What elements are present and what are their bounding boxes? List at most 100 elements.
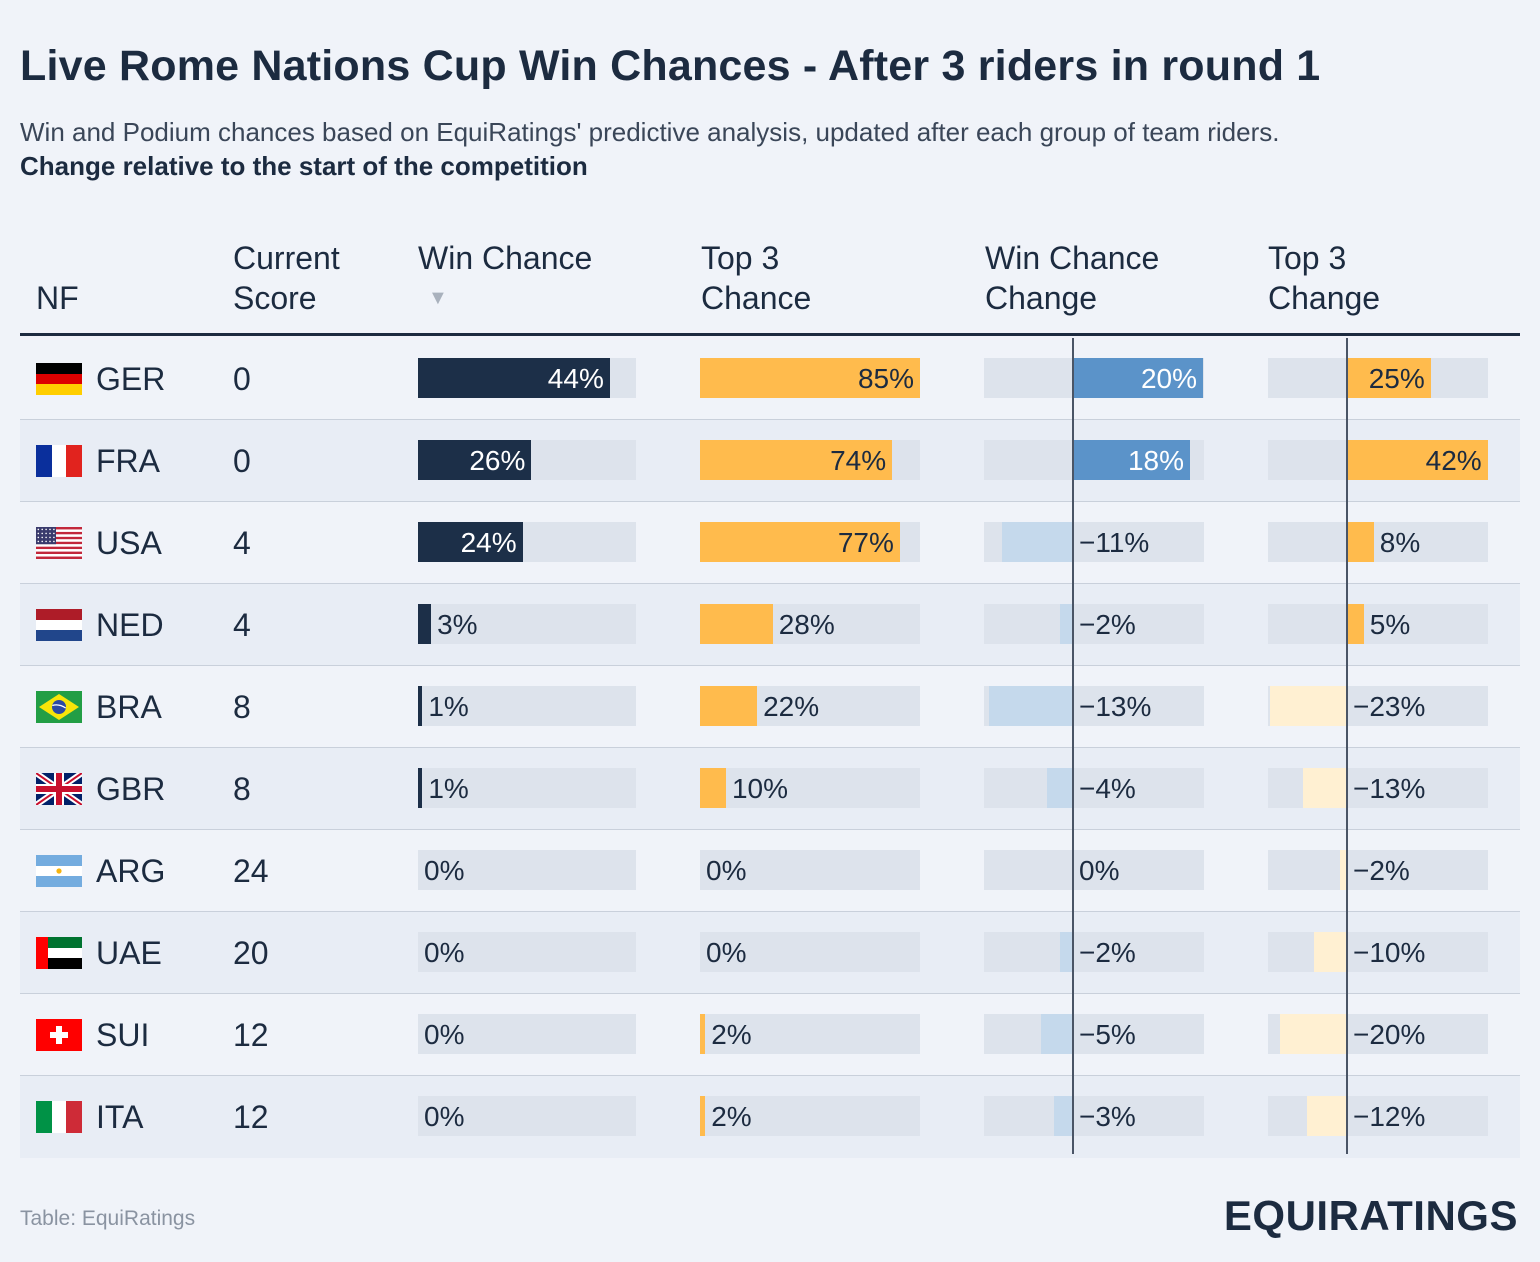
win-chance-bar: [418, 768, 423, 808]
win-chance-change-track: −5%: [984, 1014, 1204, 1054]
header-top3-chance-line1: Top 3: [701, 240, 780, 276]
header-top3-chance[interactable]: Top 3 Chance: [701, 238, 811, 318]
top3-change-label: 8%: [1379, 527, 1421, 558]
germany-flag: [36, 363, 82, 395]
top3-chance-label: 28%: [778, 609, 835, 640]
win-chance-change-label: 0%: [1079, 855, 1120, 886]
win-chance-change-track: −11%: [984, 522, 1204, 562]
top3-change-bar: [1280, 1014, 1347, 1054]
win-chance-label: 0%: [424, 1101, 465, 1132]
top3-change-track: 25%: [1268, 358, 1488, 398]
win-chance-change-label: −2%: [1079, 609, 1136, 640]
uk-flag: [36, 773, 82, 805]
table-row[interactable]: GER 0 44% 85% 20% 25%: [20, 338, 1520, 420]
table-row[interactable]: FRA 0 26% 74% 18% 42%: [20, 420, 1520, 502]
top3-change-label: 5%: [1369, 609, 1411, 640]
brand-logo: EQUIRATINGS: [1223, 1192, 1518, 1239]
nf-code: USA: [96, 525, 162, 561]
win-chance-bar: [418, 358, 610, 398]
top3-chance-bar: [700, 686, 758, 726]
win-chance-track: 0%: [418, 1014, 636, 1054]
nf-code: ITA: [96, 1099, 144, 1135]
current-score: 20: [233, 935, 269, 971]
top3-change-label: −12%: [1353, 1101, 1426, 1132]
win-chance-track: 44%: [418, 358, 636, 398]
header-win-chance-change[interactable]: Win Chance Change: [985, 238, 1159, 318]
win-chance-change-label: −11%: [1079, 527, 1150, 558]
header-current-score[interactable]: Current Score: [233, 238, 340, 318]
nf-code: GER: [96, 361, 166, 397]
current-score: 8: [233, 689, 251, 725]
table-row[interactable]: ITA 12 0% 2% −3% −12%: [20, 1076, 1520, 1158]
sort-down-icon[interactable]: ▼: [428, 287, 448, 309]
win-chance-label: 44%: [547, 363, 604, 394]
table-row[interactable]: NED 4 3% 28% −2% 5%: [20, 584, 1520, 666]
win-chance-track: 1%: [418, 686, 636, 726]
win-chance-change-track: −13%: [984, 686, 1204, 726]
top3-change-zero-axis: [1346, 338, 1348, 1154]
table-row[interactable]: USA 4 24% 77% −11% 8%: [20, 502, 1520, 584]
win-chance-change-bar: [1047, 768, 1073, 808]
win-chance-change-bar: [1053, 1096, 1073, 1136]
top3-change-track: −13%: [1268, 768, 1488, 808]
win-chance-label: 3%: [437, 609, 478, 640]
header-top3-change-line2: Change: [1268, 280, 1381, 316]
page-subtitle: Win and Podium chances based on EquiRati…: [20, 117, 1280, 147]
top3-change-track: −2%: [1268, 850, 1488, 890]
uae-flag: [36, 937, 82, 969]
top3-change-track: −23%: [1268, 686, 1488, 726]
table-row[interactable]: ARG 24 0% 0% 0% −2%: [20, 830, 1520, 912]
win-chance-track: 0%: [418, 1096, 636, 1136]
nf-code: ARG: [96, 853, 166, 889]
win-chance-track: 0%: [418, 850, 636, 890]
top3-chance-label: 2%: [711, 1101, 752, 1132]
header-top3-change[interactable]: Top 3 Change: [1268, 238, 1380, 318]
win-chance-change-label: −5%: [1079, 1019, 1136, 1050]
top3-chance-bar: [700, 522, 900, 562]
top3-change-label: −13%: [1353, 773, 1426, 804]
win-chance-bar: [418, 522, 523, 562]
top3-chance-track: 2%: [700, 1014, 920, 1054]
top3-change-label: 25%: [1368, 363, 1425, 394]
top3-chance-bar: [700, 358, 920, 398]
header-divider: [20, 333, 1520, 336]
top3-chance-label: 85%: [857, 363, 914, 394]
header-win-chance[interactable]: Win Chance ▼: [418, 238, 592, 312]
top3-chance-track: 0%: [700, 932, 920, 972]
top3-chance-bar: [700, 1014, 706, 1054]
win-chance-bar: [418, 440, 532, 480]
top3-chance-label: 0%: [706, 937, 747, 968]
win-chance-label: 26%: [469, 445, 526, 476]
table-row[interactable]: UAE 20 0% 0% −2% −10%: [20, 912, 1520, 994]
top3-chance-track: 22%: [700, 686, 920, 726]
top3-change-track: 42%: [1268, 440, 1488, 480]
win-chance-change-track: 20%: [984, 358, 1204, 398]
header-nf[interactable]: NF: [36, 280, 79, 316]
header-win-chance-change-line1: Win Chance: [985, 240, 1160, 276]
row-divider: [20, 1075, 1520, 1076]
nf-code: BRA: [96, 689, 162, 725]
top3-change-track: −12%: [1268, 1096, 1488, 1136]
win-chance-label: 1%: [428, 773, 469, 804]
win-chance-change-label: −3%: [1079, 1101, 1136, 1132]
page-subtitle-bold: Change relative to the start of the comp…: [20, 151, 588, 181]
win-chance-change-track: 18%: [984, 440, 1204, 480]
table-row[interactable]: BRA 8 1% 22% −13% −23%: [20, 666, 1520, 748]
win-chance-track: 0%: [418, 932, 636, 972]
row-divider: [20, 747, 1520, 748]
top3-chance-track: 85%: [700, 358, 920, 398]
top3-change-track: 5%: [1268, 604, 1488, 644]
win-chance-track: 1%: [418, 768, 636, 808]
row-divider: [20, 911, 1520, 912]
top3-chance-bar: [700, 768, 726, 808]
top3-change-bar: [1347, 440, 1488, 480]
win-chance-change-bar: [1073, 358, 1203, 398]
top3-change-bar: [1347, 358, 1431, 398]
table-row[interactable]: GBR 8 1% 10% −4% −13%: [20, 748, 1520, 830]
win-chance-label: 0%: [424, 855, 465, 886]
win-chance-track: 26%: [418, 440, 636, 480]
france-flag: [36, 445, 82, 477]
top3-change-bar: [1347, 604, 1364, 644]
table-row[interactable]: SUI 12 0% 2% −5% −20%: [20, 994, 1520, 1076]
top3-change-track: −10%: [1268, 932, 1488, 972]
